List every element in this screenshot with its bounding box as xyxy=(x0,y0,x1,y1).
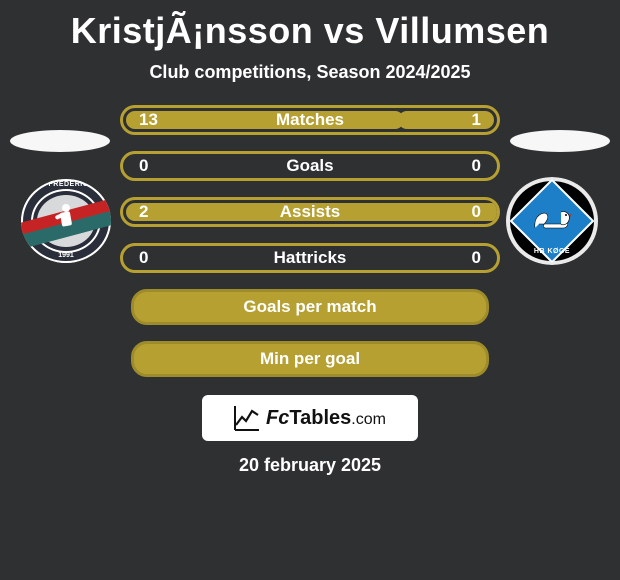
brand-dotcom: .com xyxy=(351,411,386,428)
hb-koge-crest-icon: HB KØGE xyxy=(506,177,598,265)
stat-label: Min per goal xyxy=(260,349,360,369)
brand-text: FcTables.com xyxy=(266,407,386,430)
stat-value-left: 2 xyxy=(139,202,148,222)
stat-label: Hattricks xyxy=(123,248,497,268)
left-crest-text-top: FC FREDERICIA xyxy=(21,181,111,188)
right-crest-label: HB KØGE xyxy=(506,248,598,255)
stat-value-right: 0 xyxy=(472,202,481,222)
page-title: KristjÃ¡nsson vs Villumsen xyxy=(0,6,620,52)
stat-row-min-per-goal: Min per goal xyxy=(131,341,489,377)
left-club-badge-inner: FC FREDERICIA 1991 xyxy=(18,177,114,265)
stat-value-left: 0 xyxy=(139,248,148,268)
stat-row-goals: 0 Goals 0 xyxy=(120,151,500,181)
stat-row-assists: 2 Assists 0 xyxy=(120,197,500,227)
stat-value-right: 1 xyxy=(472,110,481,130)
stat-row-matches: 13 Matches 1 xyxy=(120,105,500,135)
footer-date: 20 february 2025 xyxy=(0,455,620,476)
stat-label: Goals per match xyxy=(243,297,376,317)
line-chart-icon xyxy=(234,405,260,431)
left-club-badge: FC FREDERICIA 1991 xyxy=(16,175,116,267)
right-club-badge-inner: HB KØGE xyxy=(504,177,600,265)
right-club-badge: HB KØGE xyxy=(502,175,602,267)
swan-icon xyxy=(531,202,573,236)
fc-fredericia-crest-icon: FC FREDERICIA 1991 xyxy=(21,179,111,263)
stat-value-left: 13 xyxy=(139,110,158,130)
stat-value-right: 0 xyxy=(472,248,481,268)
left-crest-text-bottom: 1991 xyxy=(21,252,111,259)
crest-figure-icon xyxy=(55,204,77,234)
decorative-ellipse-left xyxy=(10,130,110,152)
stat-label: Goals xyxy=(123,156,497,176)
brand-tables: Tables xyxy=(289,407,351,429)
stat-row-hattricks: 0 Hattricks 0 xyxy=(120,243,500,273)
decorative-ellipse-right xyxy=(510,130,610,152)
stat-value-right: 0 xyxy=(472,156,481,176)
stat-label: Assists xyxy=(123,202,497,222)
fctables-logo: FcTables.com xyxy=(202,395,418,441)
stat-label: Matches xyxy=(123,110,497,130)
stats-card: KristjÃ¡nsson vs Villumsen Club competit… xyxy=(0,0,620,580)
brand-fc: Fc xyxy=(266,407,289,429)
page-subtitle: Club competitions, Season 2024/2025 xyxy=(0,62,620,83)
stat-value-left: 0 xyxy=(139,156,148,176)
stat-row-goals-per-match: Goals per match xyxy=(131,289,489,325)
stats-bars: 13 Matches 1 0 Goals 0 2 Assists 0 0 Hat… xyxy=(120,105,500,377)
